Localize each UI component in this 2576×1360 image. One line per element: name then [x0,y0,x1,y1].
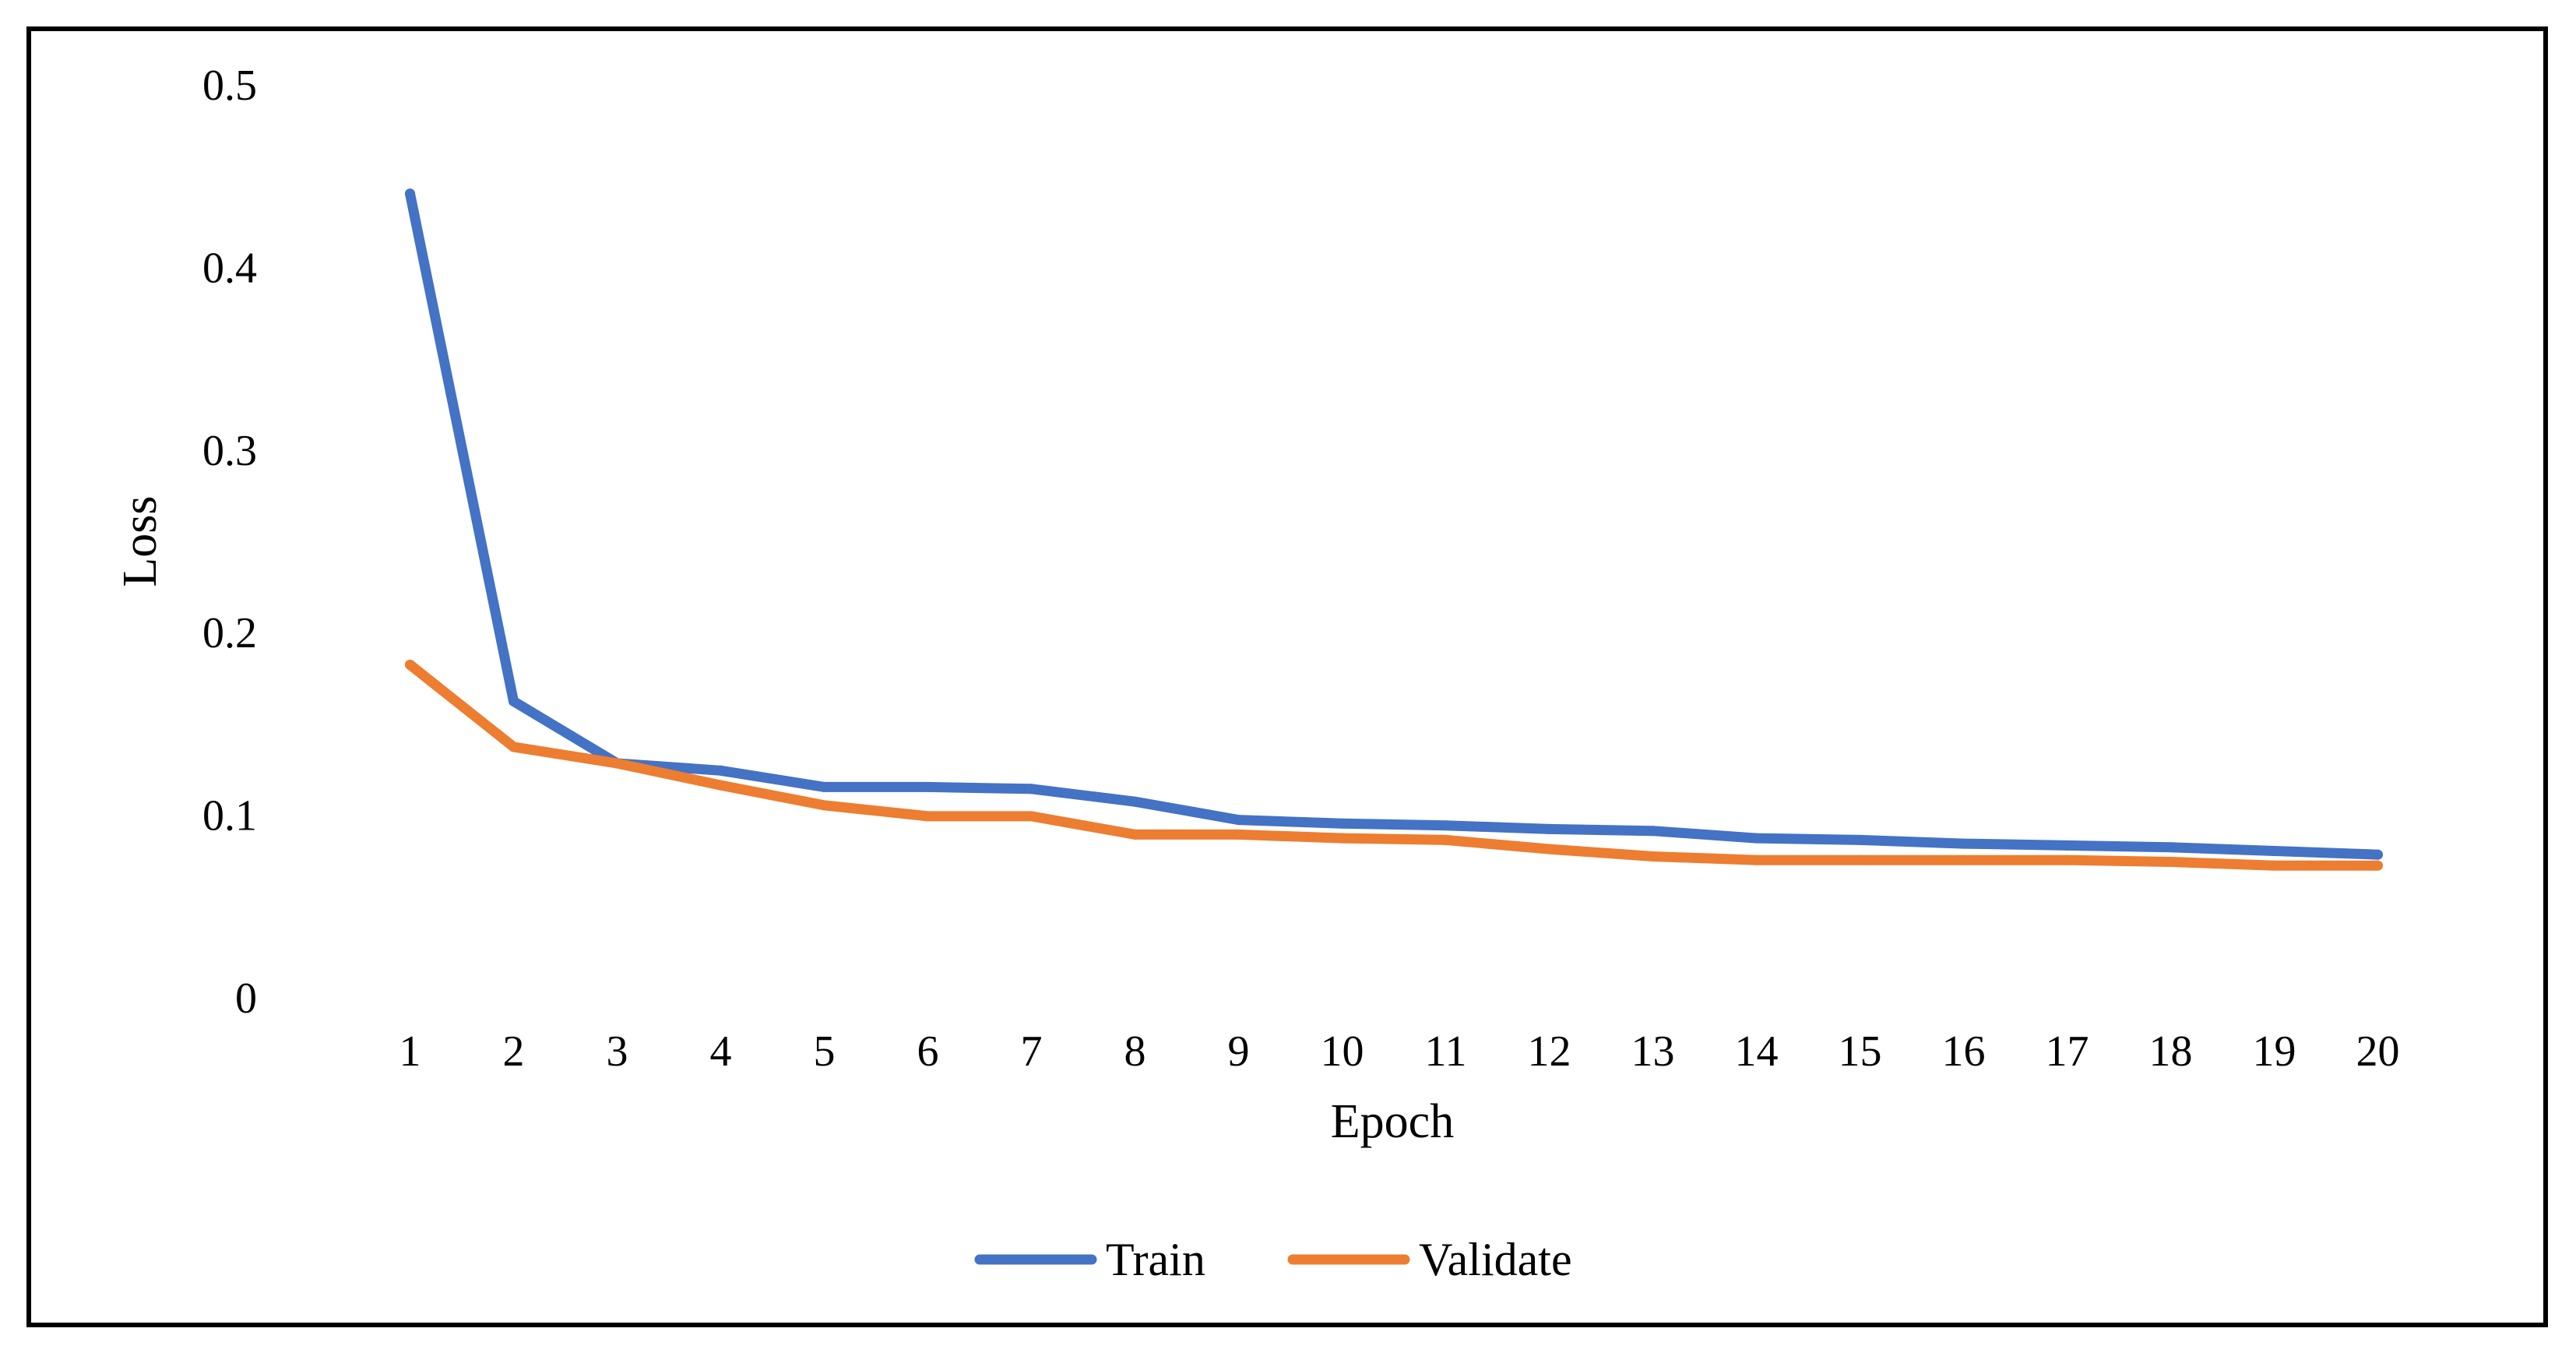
x-tick-label: 19 [2253,1027,2296,1076]
y-tick-label: 0.4 [202,244,257,292]
x-tick-label: 15 [1839,1027,1882,1076]
data-point-validate [405,659,415,670]
data-point-train [1958,838,1969,849]
x-tick-label: 12 [1528,1027,1571,1076]
y-axis-ticks: 0 0.1 0.2 0.3 0.4 0.5 [202,62,257,1023]
y-tick-label: 0.5 [202,62,257,110]
legend-item-train: Train [974,1234,1205,1285]
data-point-validate [1130,829,1140,840]
series-line-validate [405,659,2383,871]
series-line-train [405,188,2383,860]
legend-label: Validate [1419,1234,1572,1285]
data-point-train [2269,846,2279,856]
data-point-train [923,781,933,792]
data-point-train [2373,849,2383,860]
legend-item-validate: Validate [1287,1234,1572,1285]
data-point-train [405,188,415,199]
data-point-validate [2269,860,2279,871]
data-point-train [2166,842,2176,853]
data-point-validate [2062,854,2072,865]
x-tick-label: 2 [503,1027,525,1076]
data-point-validate [1233,829,1244,840]
data-point-train [819,781,829,792]
y-tick-label: 0 [235,974,257,1023]
x-tick-label: 7 [1021,1027,1043,1076]
data-point-train [1441,820,1451,831]
x-tick-label: 6 [917,1027,939,1076]
data-point-train [1648,826,1658,837]
x-tick-label: 5 [814,1027,836,1076]
chart-frame [26,26,2548,1327]
x-tick-label: 11 [1425,1027,1467,1076]
data-point-train [1026,784,1036,795]
y-axis-title: Loss [114,495,167,587]
data-point-validate [1441,834,1451,845]
legend: Train Validate [974,1234,1572,1285]
x-tick-label: 17 [2046,1027,2089,1076]
x-tick-label: 3 [607,1027,628,1076]
series-validate [405,659,2383,871]
data-point-train [1337,818,1347,829]
data-point-train [1544,823,1554,834]
x-tick-label: 4 [710,1027,732,1076]
data-point-train [716,765,726,776]
x-tick-label: 10 [1321,1027,1364,1076]
data-point-train [2062,840,2072,851]
data-point-train [509,696,519,706]
data-point-train [1233,815,1244,826]
series-train [405,188,2383,860]
data-point-validate [1855,854,1865,865]
legend-label: Train [1106,1234,1205,1285]
series-lines [405,188,2383,871]
data-point-validate [1751,854,1761,865]
data-point-validate [2166,857,2176,867]
data-point-validate [819,800,829,811]
y-tick-label: 0.2 [202,609,257,657]
x-tick-label: 8 [1124,1027,1146,1076]
x-axis-ticks: 1 2 3 4 5 6 7 8 9 10 11 12 13 14 15 16 17 18 19 20 [399,1027,2400,1076]
data-point-train [1130,796,1140,807]
data-point-train [1855,834,1865,845]
data-point-validate [1648,851,1658,861]
x-tick-label: 9 [1228,1027,1250,1076]
data-point-validate [1958,854,1969,865]
y-tick-label: 0.1 [202,792,257,840]
data-point-validate [716,780,726,791]
x-tick-label: 20 [2356,1027,2400,1076]
x-tick-label: 16 [1942,1027,1986,1076]
x-tick-label: 18 [2149,1027,2193,1076]
y-tick-label: 0.3 [202,427,257,475]
data-point-validate [923,811,933,822]
x-tick-label: 14 [1735,1027,1779,1076]
data-point-validate [1026,811,1036,822]
data-point-train [1751,833,1761,844]
data-point-validate [2373,860,2383,871]
data-point-validate [509,742,519,752]
data-point-validate [1337,833,1347,844]
data-point-validate [612,758,622,769]
x-axis-title: Epoch [1331,1095,1454,1148]
x-tick-label: 13 [1631,1027,1675,1076]
data-point-validate [1544,844,1554,854]
x-tick-label: 1 [399,1027,421,1076]
